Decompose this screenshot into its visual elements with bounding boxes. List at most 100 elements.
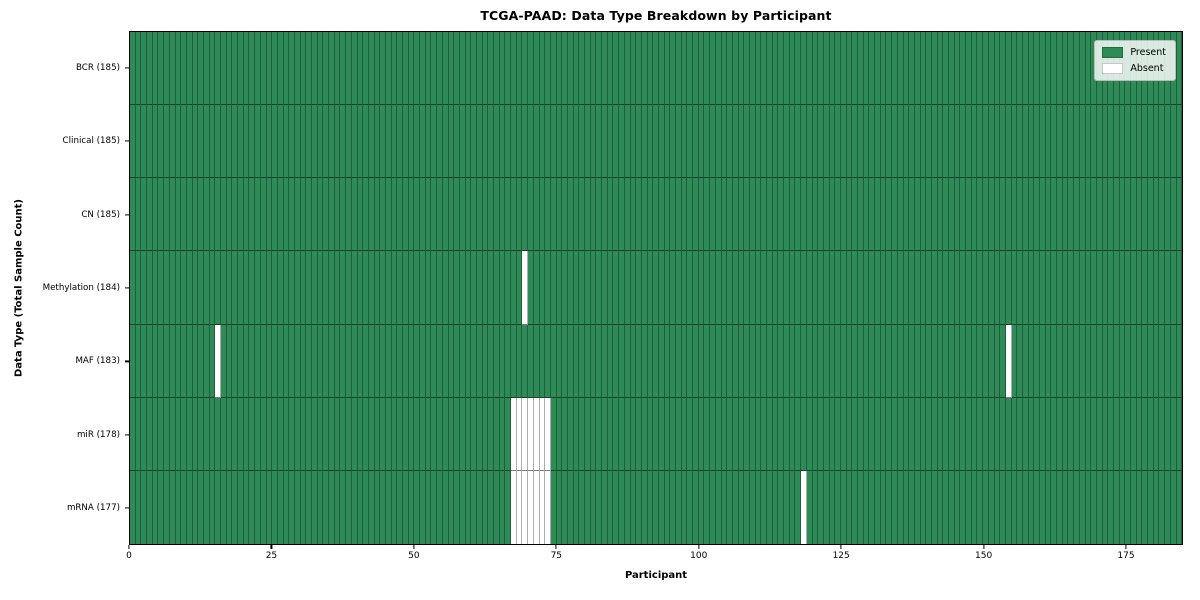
heatmap-cell-present — [1159, 324, 1166, 398]
heatmap-cell-present — [1040, 32, 1046, 106]
y-tick-mark — [125, 360, 129, 363]
heatmap-cell-present — [744, 251, 750, 325]
heatmap-cell-present — [164, 397, 170, 471]
heatmap-cell-present — [693, 32, 699, 106]
heatmap-cell-present — [192, 178, 199, 252]
heatmap-cell-present — [1062, 178, 1069, 252]
heatmap-cell-present — [1165, 178, 1171, 252]
heatmap-cell-present — [647, 178, 654, 252]
heatmap-cell-present — [573, 397, 580, 471]
x-tick-mark — [698, 545, 700, 549]
heatmap-cell-present — [130, 32, 136, 106]
heatmap-cell-present — [1045, 178, 1052, 252]
heatmap-cell-present — [1108, 105, 1114, 179]
heatmap-cell-present — [459, 397, 466, 471]
heatmap-cell-present — [562, 105, 568, 179]
heatmap-cell-present — [761, 105, 767, 179]
heatmap-cell-present — [812, 470, 819, 544]
heatmap-cell-present — [784, 470, 790, 544]
heatmap-cell-present — [636, 32, 642, 106]
heatmap-cell-present — [380, 397, 386, 471]
heatmap-cell-present — [414, 324, 421, 398]
heatmap-cell-present — [698, 105, 705, 179]
heatmap-cell-present — [169, 105, 176, 179]
heatmap-cell-present — [209, 178, 216, 252]
heatmap-cell-present — [931, 324, 938, 398]
heatmap-cell-present — [437, 178, 443, 252]
heatmap-cell-present — [294, 397, 301, 471]
heatmap-cell-present — [152, 470, 159, 544]
heatmap-cell-present — [1102, 397, 1109, 471]
heatmap-cell-present — [653, 178, 659, 252]
heatmap-cell-present — [1057, 251, 1063, 325]
legend-label: Present — [1130, 47, 1166, 58]
heatmap-cell-present — [920, 105, 927, 179]
heatmap-cell-absent — [801, 470, 807, 544]
heatmap-cell-absent — [528, 470, 534, 544]
heatmap-cell-present — [465, 105, 472, 179]
heatmap-cell-present — [949, 178, 955, 252]
heatmap-cell-present — [249, 32, 256, 106]
heatmap-cell-present — [624, 105, 631, 179]
heatmap-cell-present — [368, 178, 375, 252]
heatmap-cell-present — [1000, 324, 1006, 398]
heatmap-cell-present — [664, 397, 671, 471]
heatmap-cell-present — [374, 251, 381, 325]
heatmap-cell-present — [533, 32, 540, 106]
heatmap-cell-present — [789, 178, 796, 252]
heatmap-cell-present — [971, 324, 978, 398]
heatmap-cell-present — [949, 470, 955, 544]
heatmap-cell-present — [249, 105, 256, 179]
heatmap-cell-present — [858, 178, 864, 252]
heatmap-cell-present — [385, 397, 392, 471]
heatmap-cell-present — [329, 105, 335, 179]
heatmap-cell-present — [323, 470, 330, 544]
heatmap-cell-present — [1040, 324, 1046, 398]
heatmap-cell-present — [1022, 324, 1029, 398]
heatmap-cell-present — [158, 178, 165, 252]
heatmap-cell-present — [886, 251, 893, 325]
heatmap-cell-present — [459, 178, 466, 252]
heatmap-cell-present — [1176, 470, 1183, 544]
heatmap-cell-present — [897, 251, 904, 325]
heatmap-cell-present — [732, 324, 739, 398]
heatmap-cell-present — [1074, 397, 1080, 471]
heatmap-cell-present — [152, 324, 159, 398]
heatmap-cell-present — [289, 32, 295, 106]
heatmap-cell-present — [613, 105, 620, 179]
heatmap-cell-present — [215, 32, 221, 106]
heatmap-cell-present — [698, 251, 705, 325]
heatmap-cell-present — [653, 251, 659, 325]
heatmap-cell-present — [300, 105, 307, 179]
heatmap-cell-present — [647, 324, 654, 398]
heatmap-cell-present — [670, 105, 676, 179]
heatmap-cell-present — [1017, 178, 1023, 252]
heatmap-cell-present — [806, 32, 813, 106]
heatmap-cell-present — [465, 251, 472, 325]
heatmap-cell-present — [988, 105, 995, 179]
heatmap-cell-present — [482, 178, 489, 252]
heatmap-cell-present — [801, 178, 807, 252]
heatmap-cell-present — [647, 105, 654, 179]
heatmap-cell-present — [1165, 470, 1171, 544]
heatmap-cell-present — [852, 32, 858, 106]
heatmap-cell-present — [681, 251, 688, 325]
heatmap-cell-present — [550, 397, 557, 471]
heatmap-cell-present — [670, 324, 676, 398]
heatmap-cell-present — [442, 178, 449, 252]
heatmap-cell-present — [937, 397, 944, 471]
heatmap-cell-present — [175, 105, 182, 179]
heatmap-cell-present — [710, 105, 716, 179]
heatmap-cell-present — [203, 178, 210, 252]
heatmap-cell-present — [681, 397, 688, 471]
heatmap-cell-present — [1005, 397, 1012, 471]
heatmap-cell-present — [294, 251, 301, 325]
heatmap-cell-present — [1068, 251, 1075, 325]
heatmap-cell-present — [1022, 470, 1029, 544]
heatmap-cell-present — [243, 178, 250, 252]
heatmap-cell-present — [528, 105, 534, 179]
heatmap-cell-absent — [516, 397, 523, 471]
heatmap-cell-present — [829, 32, 836, 106]
y-tick-label-miR: miR (178) — [76, 429, 120, 440]
heatmap-cell-present — [152, 397, 159, 471]
